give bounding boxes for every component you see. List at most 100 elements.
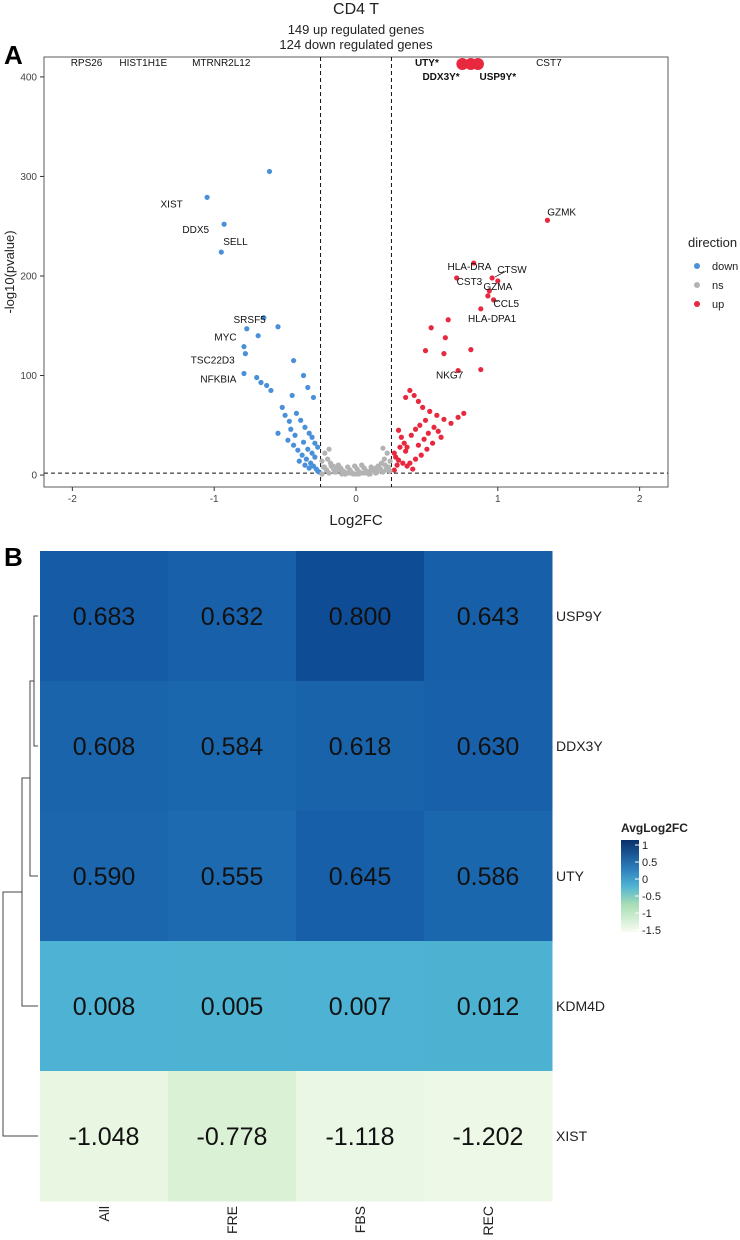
heatmap-cell-value: 0.645 [329, 863, 392, 891]
panel-a-label: A [4, 40, 23, 70]
volcano-x-axis-label: Log2FC [329, 512, 383, 529]
dendrogram-usp9y-ddx3y [33, 615, 38, 747]
heatmap-cell [168, 941, 297, 1072]
point-down [306, 430, 312, 436]
point-up [412, 426, 419, 432]
point-up [455, 414, 461, 420]
point-up [403, 448, 409, 454]
legend-entry-down: down [712, 261, 738, 273]
point-up [391, 450, 397, 456]
heatmap-cells: 0.683 0.632 0.800 0.643 0.608 0.584 0.618 0.630… [40, 551, 553, 1202]
point-up [434, 412, 440, 418]
point-down [268, 387, 274, 394]
point-ns [384, 450, 390, 456]
point-down [303, 456, 309, 462]
point-up [448, 420, 454, 426]
heatmap-column-labels: All FRE FBS REC [96, 1206, 496, 1236]
legend-tick-label: -0.5 [642, 891, 661, 903]
point-down [295, 447, 301, 453]
heatmap-row-label: KDM4D [556, 998, 605, 1014]
heatmap-cell [40, 811, 169, 942]
point-up [441, 351, 447, 357]
heatmap-cell-value: -1.118 [325, 1123, 394, 1151]
gene-label: XIST [161, 199, 183, 210]
point-down [312, 440, 318, 446]
point-ns-cluster [387, 468, 393, 474]
volcano-gene-labels: RPS26 HIST1H1E MTRNR2L12 CST7 UTY* DDX3Y* USP9… [71, 58, 577, 386]
point-down [242, 351, 248, 357]
point-down [244, 326, 250, 332]
point-up [420, 404, 426, 410]
y-tick-label: 100 [20, 371, 37, 382]
gene-label: USP9Y* [479, 72, 516, 83]
point-ns [381, 456, 387, 462]
point-up [461, 410, 467, 416]
y-tick-label: 300 [20, 172, 37, 183]
heatmap-cell-value: -0.778 [197, 1123, 268, 1151]
heatmap-cell [424, 941, 553, 1072]
heatmap-cell [296, 811, 425, 942]
point-up [408, 432, 414, 438]
heatmap-row-label: XIST [556, 1128, 588, 1144]
heatmap-cell-value: 0.586 [457, 863, 520, 891]
heatmap-cell [296, 551, 425, 682]
point-up [415, 442, 421, 448]
heatmap-row-label: UTY [556, 868, 585, 884]
dendrogram-xist-join [2, 891, 38, 1137]
point-ns [387, 458, 393, 464]
point-down [299, 452, 305, 458]
point-up [411, 392, 417, 399]
point-up [400, 460, 406, 466]
heatmap-legend-ticks: 1 0.5 0 -0.5 -1 -1.5 [635, 840, 661, 937]
point-ns [319, 458, 325, 464]
point-down [286, 418, 292, 424]
point-up [471, 57, 484, 70]
point-down [241, 344, 247, 350]
gene-label: MTRNR2L12 [192, 58, 251, 69]
point-ns [322, 450, 328, 456]
legend-tick-label: -1.5 [642, 925, 661, 937]
point-down [264, 382, 270, 389]
volcano-axis-ticks: -2 -1 0 1 2 0 100 200 300 400 [20, 72, 643, 505]
gene-label: SELL [223, 237, 248, 248]
point-up [428, 325, 434, 331]
point-up [424, 446, 430, 452]
point-up [441, 416, 447, 422]
heatmap-cell-value: 0.630 [457, 733, 520, 761]
point-down [255, 333, 261, 339]
heatmap-cell [296, 941, 425, 1072]
heatmap-cell [296, 1071, 425, 1202]
volcano-subtitle-down: 124 down regulated genes [279, 37, 433, 52]
x-tick-label: 1 [495, 494, 501, 505]
gene-label: RPS26 [71, 58, 103, 69]
legend-swatch-up [694, 301, 700, 307]
point-up [422, 348, 429, 354]
heatmap-cell-value: 0.632 [201, 603, 264, 631]
point-up [398, 434, 404, 440]
heatmap-cell [296, 681, 425, 812]
gene-label: TSC22D3 [191, 356, 235, 367]
point-up [478, 306, 484, 312]
gene-label: NFKBIA [200, 375, 236, 386]
legend-swatch-ns [694, 282, 700, 288]
heatmap-cell-value: 0.007 [329, 993, 392, 1021]
gene-label: CST3 [457, 277, 483, 288]
gene-label: GZMA [483, 282, 512, 293]
point-up [456, 57, 469, 70]
point-up [468, 347, 474, 353]
x-tick-label: -1 [210, 494, 219, 505]
point-up [401, 440, 407, 446]
gene-label: CST7 [536, 58, 562, 69]
point-up [442, 335, 448, 341]
legend-title: direction [688, 235, 737, 250]
legend-tick-label: 0 [642, 874, 648, 886]
heatmap-cell-value: 0.584 [201, 733, 264, 761]
point-down [292, 432, 298, 438]
point-down [305, 446, 311, 452]
point-up [410, 466, 416, 472]
point-down [305, 384, 311, 391]
point-ns [326, 446, 332, 452]
gene-label: UTY* [415, 58, 439, 69]
point-up [478, 366, 484, 373]
